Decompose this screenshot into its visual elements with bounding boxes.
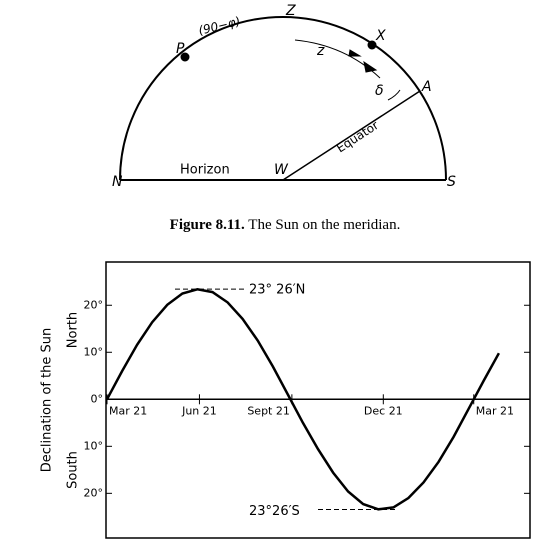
label: N	[112, 174, 123, 190]
y-axis-label: Declination of the Sun	[40, 328, 55, 472]
x-tick-label: Mar 21	[109, 404, 147, 417]
chart: 20° 10° 0° 10° 20° Mar 21 Jun 21 Sept 21 Dec 21 M…	[40, 261, 531, 539]
declination-curve	[105, 288, 500, 511]
diagram	[119, 16, 447, 181]
pole-point	[180, 52, 190, 62]
caption-text: The Sun on the meridian.	[248, 217, 400, 233]
equator-line	[282, 90, 421, 181]
arrowheads	[348, 49, 378, 73]
label: δ	[375, 83, 384, 99]
y-tick-label: 10°	[84, 439, 104, 452]
y-axis-label: South	[66, 451, 81, 489]
meridian-arc	[119, 16, 447, 181]
y-tick-label: 10°	[84, 345, 104, 358]
label: Z	[285, 3, 296, 19]
sun-point	[367, 40, 377, 50]
annotation: 23° 26′N	[249, 283, 305, 298]
y-tick-label: 20°	[84, 486, 104, 499]
x-tick-label: Mar 21	[476, 404, 514, 417]
label: X	[375, 28, 386, 44]
y-tick-label: 20°	[84, 298, 104, 311]
label: P	[176, 41, 185, 57]
declination-arc	[387, 89, 401, 101]
label: (90−φ)	[197, 14, 242, 38]
label: S	[447, 174, 456, 190]
annotation: 23°26′S	[249, 504, 300, 519]
label: W	[274, 162, 289, 178]
y-tick-label: 0°	[91, 392, 104, 405]
label: A	[421, 79, 432, 95]
label: Horizon	[180, 163, 230, 178]
zenith-distance-arc	[294, 39, 381, 79]
y-axis-label: North	[66, 312, 81, 348]
x-tick-label: Jun 21	[181, 404, 217, 417]
caption-number: Figure 8.11.	[170, 217, 245, 233]
label: Equator	[334, 118, 381, 155]
x-tick-label: Sept 21	[247, 404, 290, 417]
caption: Figure 8.11. The Sun on the meridian.	[170, 217, 401, 233]
label: z	[316, 43, 325, 59]
x-tick-label: Dec 21	[364, 404, 403, 417]
